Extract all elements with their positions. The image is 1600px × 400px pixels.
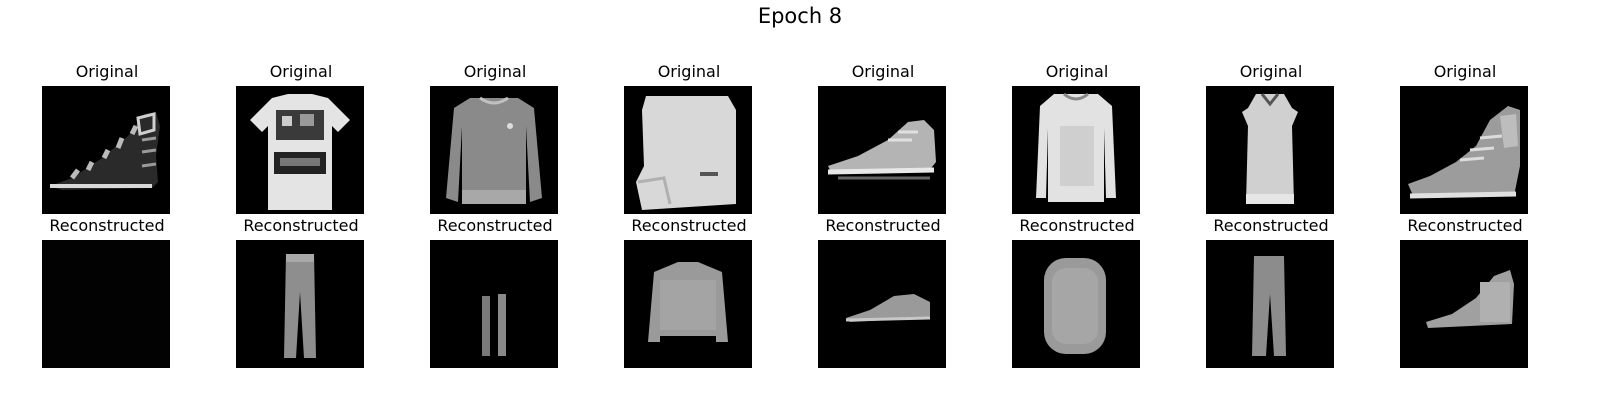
reconstructed-caption: Reconstructed <box>437 216 553 235</box>
original-sandal-image <box>42 86 170 214</box>
reconstructed-sneaker-image <box>818 240 946 368</box>
original-pullover-image <box>1012 86 1140 214</box>
original-pullover-image <box>430 86 558 214</box>
reconstructed-caption: Reconstructed <box>1213 216 1329 235</box>
reconstructed-pullover-image <box>624 240 752 368</box>
original-caption: Original <box>851 62 915 81</box>
original-dress-image <box>1206 86 1334 214</box>
original-tshirt-image <box>236 86 364 214</box>
original-caption: Original <box>1239 62 1303 81</box>
reconstructed-caption: Reconstructed <box>1019 216 1135 235</box>
original-shirt-image <box>624 86 752 214</box>
reconstructed-blank-image <box>42 240 170 368</box>
reconstructed-caption: Reconstructed <box>825 216 941 235</box>
original-caption: Original <box>1045 62 1109 81</box>
original-caption: Original <box>463 62 527 81</box>
reconstructed-ankle-boot-image <box>1400 240 1528 368</box>
figure-title: Epoch 8 <box>757 4 843 28</box>
reconstructed-trouser-image <box>1206 240 1334 368</box>
original-caption: Original <box>657 62 721 81</box>
original-sneaker-image <box>818 86 946 214</box>
reconstructed-caption: Reconstructed <box>243 216 359 235</box>
original-ankle-boot-image <box>1400 86 1528 214</box>
original-caption: Original <box>75 62 139 81</box>
reconstructed-bag-image <box>1012 240 1140 368</box>
reconstructed-caption: Reconstructed <box>631 216 747 235</box>
reconstructed-caption: Reconstructed <box>49 216 165 235</box>
reconstructed-trouser-image <box>430 240 558 368</box>
original-caption: Original <box>1433 62 1497 81</box>
original-caption: Original <box>269 62 333 81</box>
reconstructed-trouser-image <box>236 240 364 368</box>
reconstructed-caption: Reconstructed <box>1407 216 1523 235</box>
